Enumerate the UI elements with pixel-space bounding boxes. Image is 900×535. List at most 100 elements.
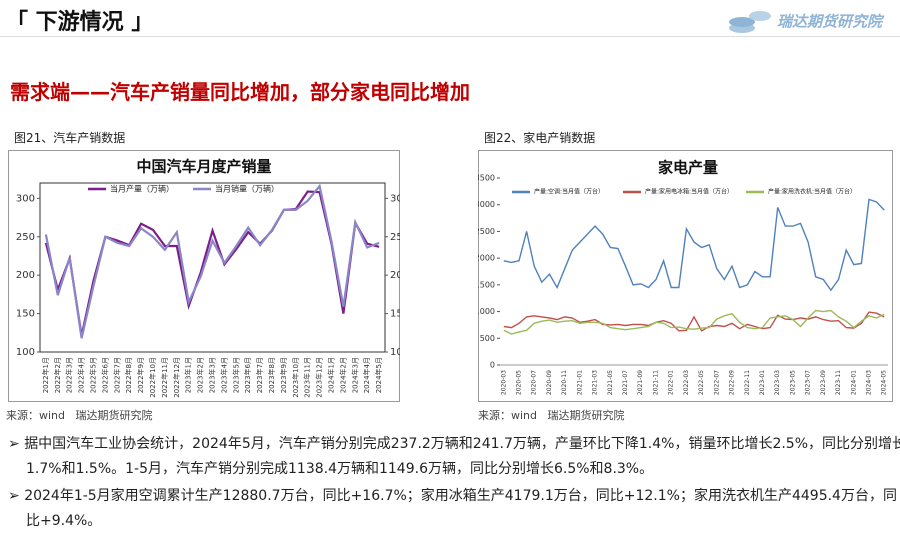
- subtitle: 需求端——汽车产销量同比增加，部分家电同比增加: [10, 80, 470, 104]
- x-tick-label: 2022年7月: [112, 357, 121, 393]
- y2-tick-label: 250: [390, 232, 400, 243]
- y-tick-label: 200: [16, 270, 35, 281]
- x-tick-label: 2024年4月: [362, 357, 371, 393]
- chart-title: 中国汽车月度产销量: [136, 158, 271, 176]
- x-tick-label: 2024年5月: [374, 357, 383, 393]
- y-tick-label: 2500: [478, 227, 495, 236]
- x-tick-label: 2023年5月: [231, 357, 240, 393]
- x-tick-label: 2023-01: [759, 370, 766, 395]
- x-tick-label: 2023年3月: [208, 357, 217, 393]
- legend-label: 当月销量（万辆）: [215, 184, 279, 194]
- series-line: [503, 311, 885, 332]
- y-tick-label: 0: [490, 361, 495, 370]
- x-tick-label: 2021-11: [652, 370, 659, 395]
- x-tick-label: 2024-03: [865, 370, 872, 395]
- x-tick-label: 2021-07: [622, 370, 629, 395]
- x-tick-label: 2023年1月: [184, 357, 193, 393]
- header: 「 下游情况 」: [6, 10, 154, 35]
- y-tick-label: 150: [16, 309, 35, 320]
- x-tick-label: 2023年8月: [267, 357, 276, 393]
- y2-tick-label: 100: [390, 347, 400, 358]
- x-tick-label: 2021-09: [637, 370, 644, 395]
- series-line: [44, 183, 380, 339]
- x-tick-label: 2022年6月: [100, 357, 109, 393]
- x-tick-label: 2023-05: [789, 370, 796, 395]
- y-tick-label: 250: [16, 232, 35, 243]
- header-title: 下游情况: [35, 10, 124, 35]
- source: 来源：wind 瑞达期货研究院: [478, 409, 625, 422]
- series-line: [503, 309, 885, 335]
- legend-label: 产量:家用电冰箱:当月值（万台）: [645, 188, 733, 196]
- x-tick-label: 2020-07: [531, 370, 538, 395]
- divider: [0, 36, 900, 37]
- chart-frame: [8, 150, 400, 402]
- x-tick-label: 2020-09: [546, 370, 553, 395]
- x-tick-label: 2022-03: [683, 370, 690, 395]
- bullet-text: 2024年1-5月家用空调累计生产12880.7万台，同比+16.7%；家用冰箱…: [24, 488, 897, 529]
- x-tick-label: 2023年12月: [315, 357, 324, 398]
- y-tick-label: 1500: [478, 280, 495, 289]
- x-tick-label: 2024年2月: [338, 357, 347, 393]
- x-tick-label: 2022-01: [668, 370, 675, 395]
- logo-text: 瑞达期货研究院: [777, 13, 885, 31]
- y-tick-label: 100: [16, 347, 35, 358]
- legend-label: 产量:家用洗衣机:当月值（万台）: [768, 188, 856, 196]
- x-tick-label: 2023年9月: [279, 357, 288, 393]
- caption: 图21、汽车产销数据: [14, 131, 126, 145]
- caption: 图22、家电产销数据: [484, 131, 596, 145]
- y2-tick-label: 150: [390, 309, 400, 320]
- chart: 家电产量 0 500 1000 1500 2000 2500 3000 3500 2020-03 2…: [478, 150, 893, 402]
- x-tick-label: 2020-05: [516, 370, 523, 395]
- x-tick-label: 2023年6月: [243, 357, 252, 393]
- series-line: [503, 198, 885, 292]
- x-tick-label: 2022-09: [729, 370, 736, 395]
- x-tick-label: 2023年2月: [196, 357, 205, 393]
- x-tick-label: 2021-05: [607, 370, 614, 395]
- x-tick-label: 2023年4月: [219, 357, 228, 393]
- x-tick-label: 2022年11月: [160, 357, 169, 398]
- logo-coin: [729, 17, 755, 27]
- bullet: ➢ 2024年1-5月家用空调累计生产12880.7万台，同比+16.7%；家用…: [8, 488, 897, 529]
- legend-label: 当月产量（万辆）: [110, 184, 174, 194]
- chart-title: 家电产量: [658, 159, 718, 177]
- y2-tick-label: 300: [390, 193, 400, 204]
- x-tick-label: 2022年10月: [148, 357, 157, 398]
- x-tick-label: 2021-01: [576, 370, 583, 395]
- bullet-text: 据中国汽车工业协会统计，2024年5月，汽车产销分别完成237.2万辆和241.…: [24, 436, 900, 477]
- x-tick-label: 2022-05: [698, 370, 705, 395]
- y-tick-label: 3000: [478, 200, 495, 209]
- x-tick-label: 2023年7月: [255, 357, 264, 393]
- x-tick-label: 2022年1月: [41, 357, 50, 393]
- x-tick-label: 2020-11: [561, 370, 568, 395]
- plot-area: [39, 182, 386, 353]
- y-tick-label: 2000: [478, 254, 495, 263]
- x-tick-label: 2023-07: [805, 370, 812, 395]
- y-tick-label: 500: [480, 334, 495, 343]
- x-tick-label: 2022年5月: [89, 357, 98, 393]
- chart: 中国汽车月度产销量 100 150 200 250 300 100 150 200 250 300 2…: [8, 150, 400, 402]
- x-tick-label: 2024年3月: [350, 357, 359, 393]
- x-tick-label: 2023年10月: [291, 357, 300, 398]
- x-tick-label: 2023-03: [774, 370, 781, 395]
- y-tick-label: 300: [16, 193, 35, 204]
- bullet: ➢ 据中国汽车工业协会统计，2024年5月，汽车产销分别完成237.2万辆和24…: [8, 432, 900, 482]
- y-tick-label: 3500: [478, 174, 495, 183]
- x-tick-label: 2022年9月: [136, 357, 145, 393]
- x-tick-label: 2022年3月: [65, 357, 74, 393]
- x-tick-label: 2024-01: [850, 370, 857, 395]
- source: 来源：wind 瑞达期货研究院: [6, 409, 153, 422]
- logo-coin: [749, 11, 771, 21]
- y-tick-label: 1000: [478, 307, 495, 316]
- x-tick-label: 2022年8月: [124, 357, 133, 393]
- x-tick-label: 2020-03: [500, 370, 507, 395]
- x-tick-label: 2023-09: [820, 370, 827, 395]
- x-tick-label: 2022-11: [744, 370, 751, 395]
- x-tick-label: 2021-03: [592, 370, 599, 395]
- x-tick-label: 2023年11月: [303, 357, 312, 398]
- x-tick-label: 2022年2月: [53, 357, 62, 393]
- x-tick-label: 2022年12月: [172, 357, 181, 398]
- x-tick-label: 2024年1月: [326, 357, 335, 393]
- x-tick-label: 2024-05: [881, 370, 888, 395]
- y2-tick-label: 200: [390, 270, 400, 281]
